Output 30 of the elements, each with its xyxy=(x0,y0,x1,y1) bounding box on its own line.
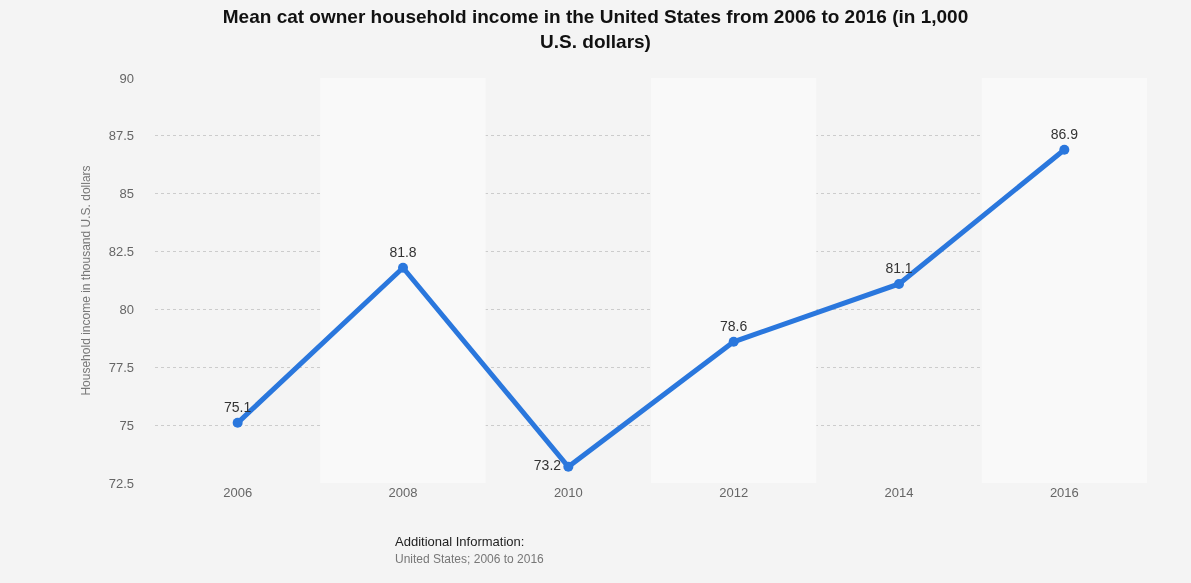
point xyxy=(398,262,408,273)
x-tick-label: 2006 xyxy=(223,485,253,500)
text: United States; 2006 to 2016 xyxy=(395,552,545,566)
y-axis-title: Household income in thousand U.S. dollars xyxy=(78,165,93,396)
data-label: 81.1 xyxy=(885,260,913,277)
chart-title: Mean cat owner household income in the United States from 2006 to 2016 (in 1,000 U.S. dollars) xyxy=(222,6,969,53)
y-tick-label: 75 xyxy=(119,417,134,433)
x-tick-label: 2012 xyxy=(719,485,749,500)
point xyxy=(232,417,243,428)
point xyxy=(1059,144,1070,155)
y-tick-label: 77.5 xyxy=(108,359,134,375)
y-tick-label: 72.5 xyxy=(108,475,134,491)
data-label: 75.1 xyxy=(224,399,252,416)
y-tick-label: 90 xyxy=(119,70,134,86)
data-label: 86.9 xyxy=(1050,125,1079,142)
data-label: 78.6 xyxy=(720,318,748,335)
y-tick-label: 82.5 xyxy=(108,244,134,260)
y-tick-label: 85 xyxy=(119,186,134,202)
y-tick-label: 87.5 xyxy=(108,128,134,144)
x-tick-label: 2016 xyxy=(1049,485,1079,500)
point xyxy=(728,336,739,347)
point xyxy=(563,461,574,472)
point xyxy=(894,278,904,289)
data-label: 73.2 xyxy=(533,457,562,474)
y-tick-label: 80 xyxy=(119,301,134,317)
x-tick-label: 2010 xyxy=(553,485,583,500)
text: Additional Information: xyxy=(395,534,525,549)
x-tick-label: 2008 xyxy=(388,485,418,500)
x-tick-label: 2014 xyxy=(884,485,914,500)
data-label: 81.8 xyxy=(389,244,417,261)
